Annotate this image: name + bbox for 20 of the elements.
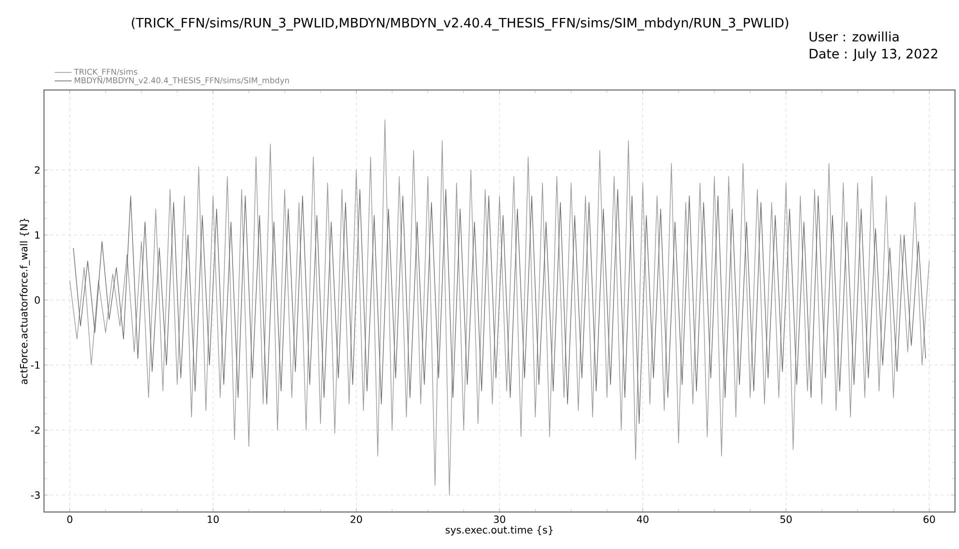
y-tick-label: 1 (35, 231, 40, 239)
x-tick-label: 0 (67, 515, 72, 524)
line-series (73, 189, 926, 424)
x-tick-label: 20 (350, 515, 362, 524)
y-tick-label: -2 (31, 426, 40, 434)
chart-subtitle: (TRICK_FFN/sims/RUN_3_PWLID,MBDYN/MBDYN_v2.40.4_THESIS_FFN/sims/SIM_mbdyn/RUN_3_PWLID) (132, 18, 788, 30)
y-tick-label: -3 (31, 491, 40, 499)
x-tick-label: 50 (780, 515, 792, 524)
line-series (69, 120, 930, 496)
x-tick-label: 40 (636, 515, 648, 524)
text: User : zowillia (810, 32, 898, 42)
x-tick-label: 60 (924, 515, 935, 524)
y-axis-title: actForce.actuatorforce.f_wall {N} (20, 218, 30, 384)
x-axis-title: sys.exec.out.time {s} (446, 526, 553, 536)
y-tick-label: 0 (34, 296, 40, 304)
y-tick-label: 2 (34, 166, 40, 174)
text: Date : July 13, 2022 (810, 48, 938, 62)
y-tick-label: -1 (31, 361, 40, 369)
x-tick-label: 10 (208, 515, 219, 524)
x-tick-label: 30 (494, 515, 506, 524)
